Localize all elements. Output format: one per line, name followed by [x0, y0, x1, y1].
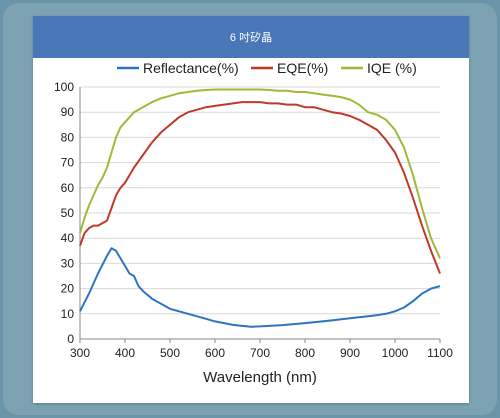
x-tick-label: 700 — [250, 346, 270, 360]
x-tick-label: 400 — [115, 346, 135, 360]
y-tick-label: 80 — [61, 130, 75, 144]
legend-label-2: IQE (%) — [367, 60, 417, 76]
y-tick-label: 90 — [61, 105, 75, 119]
x-tick-label: 800 — [295, 346, 315, 360]
x-tick-label: 1100 — [427, 346, 453, 360]
chart-card: 6 吋矽晶 0 10 20 30 40 50 60 70 80 90 100 300 400 500 600… — [33, 16, 469, 403]
series-line-1 — [79, 101, 441, 274]
x-tick-label: 600 — [205, 346, 225, 360]
y-tick-label: 70 — [61, 156, 75, 170]
x-tick-label: 900 — [340, 346, 360, 360]
x-tick-label: 1000 — [382, 346, 409, 360]
series-line-0 — [79, 247, 441, 328]
y-tick-label: 0 — [67, 332, 74, 346]
chart-svg: 0 10 20 30 40 50 60 70 80 90 100 300 400 500 600 700 800… — [54, 60, 453, 386]
y-tick-label: 10 — [61, 307, 75, 321]
y-tick-label: 100 — [54, 80, 74, 94]
chart-title: 6 吋矽晶 — [229, 32, 273, 44]
x-tick-label: 500 — [160, 346, 180, 360]
y-tick-label: 50 — [61, 206, 75, 220]
chart-title-bar: 6 吋矽晶 — [33, 16, 469, 58]
x-axis-label: Wavelength (nm) — [203, 369, 317, 386]
y-tick-label: 40 — [61, 231, 75, 245]
y-tick-label: 30 — [61, 256, 75, 270]
y-tick-label: 20 — [61, 282, 75, 296]
series-line-2 — [79, 88, 441, 259]
x-tick-label: 300 — [70, 346, 90, 360]
legend-label-1: EQE(%) — [277, 60, 328, 76]
legend-label-0: Reflectance(%) — [143, 60, 239, 76]
y-tick-label: 60 — [61, 181, 75, 195]
